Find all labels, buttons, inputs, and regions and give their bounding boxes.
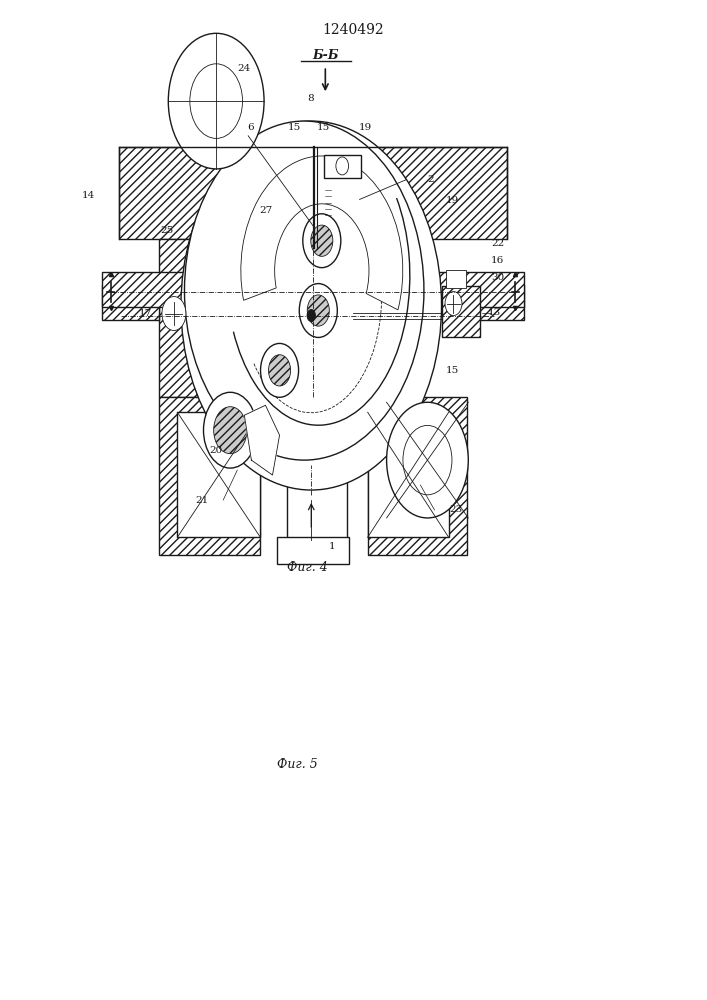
Circle shape <box>445 292 462 316</box>
Text: 21: 21 <box>195 496 209 505</box>
Circle shape <box>190 64 243 138</box>
Text: 23: 23 <box>449 505 462 514</box>
Bar <box>442 286 480 337</box>
Bar <box>408 272 524 307</box>
Bar <box>260 239 286 397</box>
Text: 19: 19 <box>445 196 459 205</box>
Circle shape <box>387 402 468 518</box>
Text: 14: 14 <box>81 191 95 200</box>
Text: 17: 17 <box>139 309 153 318</box>
Bar <box>311 193 319 208</box>
Text: Б-Б: Б-Б <box>312 49 339 62</box>
Text: 15: 15 <box>317 123 329 132</box>
Bar <box>331 147 508 239</box>
Polygon shape <box>245 405 279 475</box>
Circle shape <box>214 407 247 454</box>
Text: 15: 15 <box>445 366 459 375</box>
Bar <box>159 239 220 397</box>
Text: 1240492: 1240492 <box>322 23 385 37</box>
Bar <box>286 169 347 555</box>
Circle shape <box>168 33 264 169</box>
Bar <box>368 397 467 555</box>
Circle shape <box>299 284 337 337</box>
Text: 25: 25 <box>160 226 173 235</box>
Text: 8: 8 <box>308 94 315 103</box>
Bar <box>220 169 331 239</box>
Text: Фиг. 5: Фиг. 5 <box>276 758 317 771</box>
Bar <box>119 147 288 239</box>
Bar <box>103 285 159 320</box>
Bar <box>324 155 361 178</box>
Bar <box>295 193 303 208</box>
Text: 15: 15 <box>288 123 301 132</box>
Bar <box>351 239 408 397</box>
Text: 1: 1 <box>329 542 336 551</box>
Circle shape <box>181 121 442 490</box>
Text: 27: 27 <box>259 206 272 215</box>
Text: Фиг. 4: Фиг. 4 <box>287 561 328 574</box>
Bar <box>276 537 349 564</box>
Circle shape <box>261 343 298 397</box>
Wedge shape <box>241 156 403 310</box>
Text: 30: 30 <box>491 273 505 282</box>
Circle shape <box>311 225 333 256</box>
Bar <box>467 285 524 320</box>
Bar <box>331 180 370 219</box>
Circle shape <box>185 121 424 460</box>
Bar <box>446 270 466 288</box>
Text: 20: 20 <box>209 446 223 455</box>
Text: 22: 22 <box>491 239 505 248</box>
Circle shape <box>303 214 341 268</box>
Bar <box>325 184 331 217</box>
Circle shape <box>307 310 315 321</box>
Text: 13: 13 <box>488 308 501 317</box>
Bar <box>159 397 260 555</box>
Bar <box>103 272 220 307</box>
Circle shape <box>336 157 349 175</box>
Text: 19: 19 <box>359 123 373 132</box>
Bar <box>347 239 368 397</box>
Text: 16: 16 <box>491 256 505 265</box>
Circle shape <box>403 425 452 495</box>
Text: 24: 24 <box>238 64 251 73</box>
Circle shape <box>204 392 257 468</box>
Bar <box>368 412 449 537</box>
Circle shape <box>308 295 329 326</box>
Text: 6: 6 <box>247 123 254 132</box>
Circle shape <box>269 355 291 386</box>
Bar <box>177 412 260 537</box>
Circle shape <box>162 297 186 330</box>
Text: 2: 2 <box>427 175 434 184</box>
